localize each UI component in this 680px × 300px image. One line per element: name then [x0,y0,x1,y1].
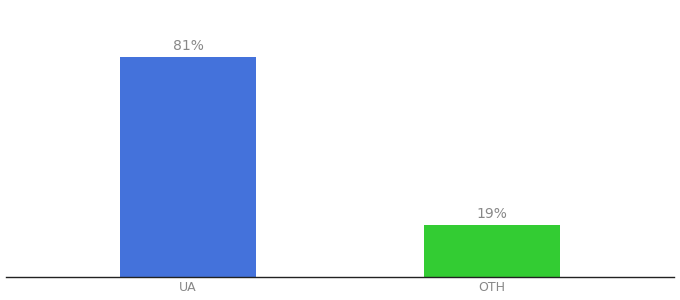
Text: 81%: 81% [173,39,203,53]
Text: 19%: 19% [477,207,507,221]
Bar [424,225,560,277]
Bar [120,57,256,277]
